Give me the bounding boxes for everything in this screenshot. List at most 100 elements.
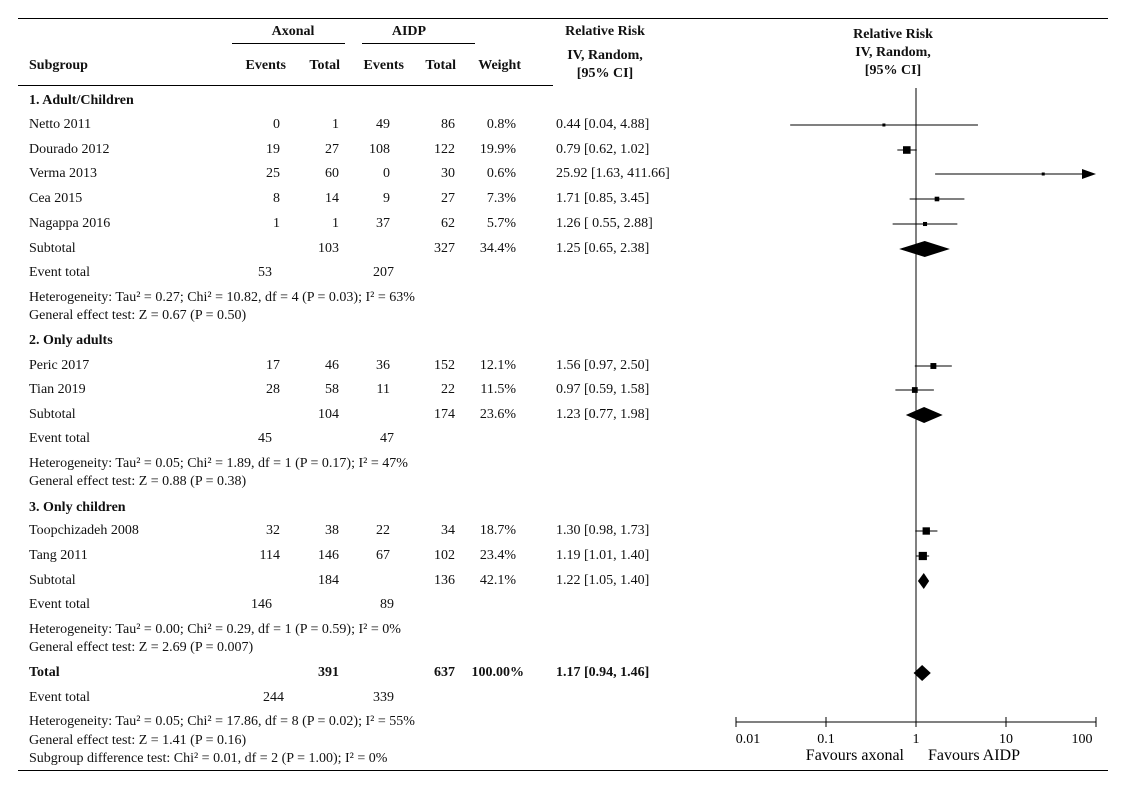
event-total-label: Event total xyxy=(29,597,91,612)
study-point-marker xyxy=(882,123,886,127)
aidp-total: 152 xyxy=(434,358,455,373)
aidp-total: 30 xyxy=(441,166,455,181)
total-effect-test-text: General effect test: Z = 1.41 (P = 0.16) xyxy=(29,733,247,748)
study-point-marker xyxy=(930,363,937,369)
study-name: Dourado 2012 xyxy=(29,142,110,157)
study-point-marker xyxy=(1041,172,1045,176)
study-weight: 7.3% xyxy=(486,191,516,206)
rr-header-ci: [95% CI] xyxy=(576,66,634,81)
effect-test-text: General effect test: Z = 0.67 (P = 0.50) xyxy=(29,308,247,323)
study-name: Peric 2017 xyxy=(29,358,90,373)
plot-header-ci: [95% CI] xyxy=(864,63,922,78)
study-weight: 11.5% xyxy=(480,382,516,397)
study-point-marker xyxy=(934,196,940,202)
study-name: Netto 2011 xyxy=(29,117,92,132)
study-weight: 12.1% xyxy=(479,358,516,373)
x-axis-tick-label: 1 xyxy=(913,732,920,747)
event-total-axonal: 53 xyxy=(258,265,272,280)
bottom-rule xyxy=(18,770,1108,771)
study-rr-ci: 0.97 [0.59, 1.58] xyxy=(556,382,650,397)
aidp-total: 102 xyxy=(434,548,455,563)
study-weight: 23.4% xyxy=(479,548,516,563)
study-weight: 18.7% xyxy=(479,523,516,538)
aidp-events: 9 xyxy=(383,191,390,206)
event-total-aidp: 47 xyxy=(380,431,394,446)
total-weight: 100.00% xyxy=(471,665,525,680)
study-point-marker xyxy=(923,221,928,227)
study-name: Tang 2011 xyxy=(29,548,88,563)
study-rr-ci: 1.26 [ 0.55, 2.88] xyxy=(556,216,653,231)
aidp-total: 22 xyxy=(441,382,455,397)
axonal-events: 1 xyxy=(273,216,280,231)
axonal-events: 114 xyxy=(259,548,280,563)
x-axis-tick-label: 0.1 xyxy=(817,732,835,747)
x-axis-tick-label: 0.01 xyxy=(736,732,761,747)
axonal-events: 19 xyxy=(266,142,280,157)
ci-arrow-marker xyxy=(1082,169,1096,179)
study-rr-ci: 1.19 [1.01, 1.40] xyxy=(556,548,650,563)
study-name: Cea 2015 xyxy=(29,191,83,206)
study-rr-ci: 0.44 [0.04, 4.88] xyxy=(556,117,650,132)
event-total-label: Event total xyxy=(29,265,91,280)
study-point-marker xyxy=(911,387,918,393)
aidp-events: 37 xyxy=(376,216,390,231)
study-weight: 0.6% xyxy=(486,166,516,181)
subtotal-weight: 34.4% xyxy=(479,241,516,256)
axonal-total: 58 xyxy=(325,382,339,397)
aidp-total: 27 xyxy=(441,191,455,206)
axonal-total-header: Total xyxy=(309,58,340,73)
aidp-events: 108 xyxy=(369,142,390,157)
subtotal-axonal-total: 103 xyxy=(318,241,339,256)
subtotal-weight: 42.1% xyxy=(479,573,516,588)
effect-test-text: General effect test: Z = 0.88 (P = 0.38) xyxy=(29,474,247,489)
axonal-total: 27 xyxy=(325,142,339,157)
subgroup-label: 2. Only adults xyxy=(29,333,113,348)
aidp-header-rule xyxy=(362,43,475,44)
study-rr-ci: 1.30 [0.98, 1.73] xyxy=(556,523,650,538)
x-axis-tick-label: 10 xyxy=(999,732,1013,747)
total-heterogeneity-text: Heterogeneity: Tau² = 0.05; Chi² = 17.86… xyxy=(29,714,415,729)
top-rule xyxy=(18,18,1108,19)
subtotal-label: Subtotal xyxy=(29,573,76,588)
aidp-events: 11 xyxy=(376,382,390,397)
subgroup-label: 3. Only children xyxy=(29,500,126,515)
study-rr-ci: 25.92 [1.63, 411.66] xyxy=(556,166,670,181)
rr-header-method: IV, Random, xyxy=(567,48,643,63)
subtotal-aidp-total: 174 xyxy=(434,407,455,422)
favours-aidp-label: Favours AIDP xyxy=(928,747,1020,764)
study-name: Verma 2013 xyxy=(29,166,98,181)
axonal-events: 8 xyxy=(273,191,280,206)
event-total-aidp: 89 xyxy=(380,597,394,612)
event-total-aidp: 207 xyxy=(373,265,394,280)
study-point-marker xyxy=(918,551,927,561)
plot-header-method: IV, Random, xyxy=(855,45,931,60)
axonal-header-rule xyxy=(232,43,345,44)
axonal-events: 25 xyxy=(266,166,280,181)
aidp-total: 122 xyxy=(434,142,455,157)
axonal-events-header: Events xyxy=(245,58,286,73)
axonal-events: 17 xyxy=(266,358,280,373)
axonal-total: 14 xyxy=(325,191,339,206)
axonal-total: 146 xyxy=(318,548,339,563)
subtotal-weight: 23.6% xyxy=(479,407,516,422)
aidp-events: 49 xyxy=(376,117,390,132)
aidp-events: 22 xyxy=(376,523,390,538)
subtotal-aidp-total: 136 xyxy=(434,573,455,588)
aidp-events: 0 xyxy=(383,166,390,181)
axonal-header: Axonal xyxy=(271,24,315,39)
total-aidp-total: 637 xyxy=(434,665,455,680)
study-weight: 5.7% xyxy=(486,216,516,231)
study-rr-ci: 1.71 [0.85, 3.45] xyxy=(556,191,650,206)
axonal-total: 46 xyxy=(325,358,339,373)
summary-diamond xyxy=(913,665,931,681)
study-point-marker xyxy=(902,146,911,154)
summary-diamond xyxy=(899,241,950,257)
aidp-events-header: Events xyxy=(363,58,404,73)
axonal-total: 60 xyxy=(325,166,339,181)
study-point-marker xyxy=(922,527,930,535)
weight-header: Weight xyxy=(478,58,521,73)
study-rr-ci: 1.56 [0.97, 2.50] xyxy=(556,358,650,373)
axonal-total: 38 xyxy=(325,523,339,538)
total-event-total-label: Event total xyxy=(29,690,91,705)
